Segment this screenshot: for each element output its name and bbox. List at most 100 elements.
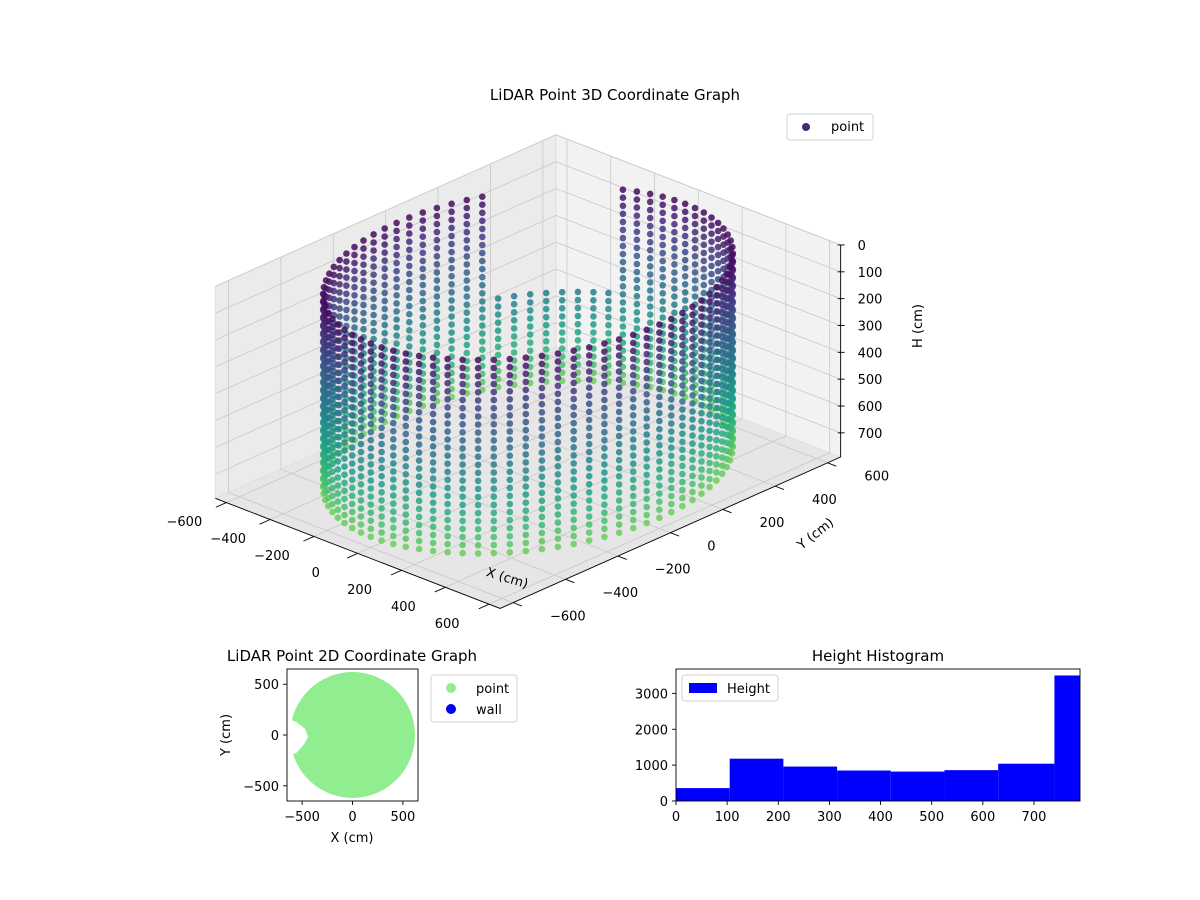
point-3d [698, 353, 705, 361]
point-3d [357, 432, 365, 440]
point-3d [643, 439, 650, 446]
point-3d [633, 276, 641, 284]
point-3d [370, 239, 377, 246]
point-3d [336, 289, 343, 296]
point-3d [681, 264, 689, 272]
point-3d [463, 204, 471, 212]
point-3d [689, 472, 696, 480]
grid-y-line [228, 280, 514, 604]
point-3d [336, 264, 343, 272]
point-3d [419, 273, 427, 281]
point-3d [390, 532, 397, 540]
point-3d [463, 285, 471, 292]
point-3d [390, 508, 397, 515]
point-3d [681, 273, 689, 280]
point-3d [558, 321, 566, 328]
point-3d [406, 278, 413, 286]
point-3d [463, 277, 471, 284]
point-3d [554, 479, 562, 486]
point-3d [357, 392, 365, 400]
point-3d [643, 342, 650, 350]
point-3d [615, 384, 623, 392]
point-3d [615, 497, 623, 504]
point-3d [629, 412, 637, 419]
z-tick-label-3d: 200 [858, 293, 883, 308]
point-3d [681, 240, 689, 248]
point-3d [506, 412, 514, 419]
point-3d [679, 438, 686, 446]
point-3d [691, 261, 699, 268]
point-3d [433, 341, 441, 349]
point-3d [406, 262, 413, 270]
point-3d [360, 301, 367, 309]
point-3d [727, 237, 734, 244]
point-3d [698, 305, 705, 312]
point-3d [479, 233, 486, 241]
point-3d [601, 372, 608, 380]
point-3d [671, 228, 678, 236]
point-3d [479, 217, 486, 225]
point-3d [700, 273, 708, 281]
point-3d [570, 371, 577, 379]
point-3d [329, 436, 336, 443]
point-3d [378, 529, 385, 536]
point-3d [689, 424, 696, 431]
histogram-bar [676, 788, 730, 801]
point-3d [706, 395, 713, 402]
point-3d [615, 465, 623, 472]
point-3d [570, 468, 577, 475]
point-3d [538, 481, 546, 489]
point-3d [713, 372, 720, 380]
point-3d [341, 463, 348, 471]
point-3d [718, 462, 726, 470]
point-3d [522, 451, 530, 458]
point-3d [348, 371, 356, 379]
point-3d [510, 292, 518, 300]
point-3d [522, 386, 530, 394]
point-3d [325, 309, 332, 317]
point-3d [348, 492, 356, 500]
point-3d [679, 349, 686, 357]
point-3d [615, 440, 623, 448]
point-3d [706, 475, 713, 483]
point-3d [698, 442, 705, 449]
y-tick-label-3d: 400 [812, 493, 837, 508]
point-3d [689, 488, 696, 496]
point-3d [698, 329, 705, 336]
point-3d [429, 378, 437, 386]
point-3d [351, 275, 358, 283]
point-3d [402, 511, 410, 518]
point-3d [538, 521, 546, 529]
point-3d [367, 412, 375, 420]
point-3d [574, 337, 582, 344]
point-3d [570, 436, 577, 443]
point-3d [679, 462, 686, 470]
point-3d [510, 333, 518, 340]
point-3d [706, 330, 713, 338]
point-3d [706, 459, 713, 467]
legend-hist-frame [681, 674, 779, 702]
point-3d [689, 343, 696, 351]
point-3d [659, 241, 666, 249]
point-3d [659, 209, 666, 217]
point-3d [629, 516, 637, 524]
point-3d [601, 445, 608, 452]
legend-histogram: Height [681, 674, 779, 702]
x-tick-label-2d: 500 [390, 810, 415, 825]
point-3d [406, 302, 413, 310]
point-3d [429, 418, 437, 426]
point-3d [459, 421, 466, 428]
point-3d [357, 440, 365, 448]
point-3d [689, 335, 696, 343]
point-3d [367, 396, 375, 404]
point-3d [633, 236, 641, 244]
point-3d [479, 257, 486, 265]
point-3d [402, 446, 410, 454]
point-3d [406, 254, 413, 262]
point-3d [429, 499, 437, 507]
point-3d [681, 281, 689, 288]
point-3d [367, 428, 375, 436]
point-3d [381, 241, 389, 248]
point-3d [433, 261, 441, 268]
histogram-bar [890, 771, 945, 801]
